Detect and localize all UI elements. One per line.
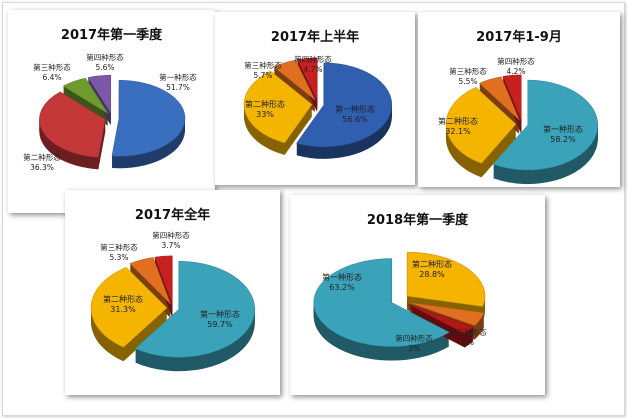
slice-value-label: 5.3% — [109, 253, 128, 262]
slice-category-label: 第三种形态 — [449, 66, 487, 76]
chart-title: 2017年全年 — [134, 208, 211, 223]
slice-value-label: 32.1% — [445, 127, 471, 136]
pie-slice-3 — [478, 76, 520, 121]
slice-category-label: 第四种形态 — [152, 230, 190, 240]
slice-category-label: 第三种形态 — [33, 62, 71, 72]
slice-category-label: 第二种形态 — [103, 294, 143, 304]
chart-title: 2017年第一季度 — [60, 28, 163, 43]
slice-value-label: 5% — [462, 338, 474, 347]
pie-chart-panel: 第一种形态 56.6% 第二种形态 33% 第三种形态 5.7% 第四种形态 4.7% 2017… — [215, 12, 415, 185]
pie-slice-4 — [296, 57, 318, 100]
slice-value-label: 28.8% — [419, 270, 445, 279]
pie-slice-2 — [90, 267, 168, 348]
slice-category-label: 第二种形态 — [438, 116, 478, 126]
chart-title: 2017年上半年 — [270, 30, 360, 45]
slice-value-label: 3% — [408, 344, 420, 353]
pie-slice-2 — [406, 251, 486, 307]
slice-category-label: 第三种形态 — [244, 60, 282, 70]
slice-category-label: 第四种形态 — [395, 333, 433, 343]
chart-title: 2018年第一季度 — [366, 213, 469, 228]
slice-category-label: 第四种形态 — [86, 52, 124, 62]
chart-title: 2017年1-9月 — [476, 30, 562, 45]
pie-slice-1 — [313, 258, 450, 347]
pie-slice-4 — [502, 74, 522, 120]
slice-category-label: 第一种形态 — [322, 272, 362, 282]
slice-value-label: 59.7% — [207, 320, 233, 329]
pie-slice-1 — [492, 79, 599, 171]
pie-chart-panel: 第一种形态 51.7% 第二种形态 36.3% 第三种形态 6.4% 第四种形态 5.6% 20… — [8, 10, 215, 213]
slice-value-label: 33% — [256, 110, 274, 119]
slice-value-label: 36.3% — [30, 163, 54, 172]
slice-category-label: 第一种形态 — [335, 104, 375, 114]
pie-slice-2 — [445, 87, 517, 164]
slice-category-label: 第二种形态 — [23, 152, 61, 162]
pie-slice-3 — [62, 77, 109, 115]
pie-slice-1 — [296, 62, 393, 148]
slice-category-label: 第三种形态 — [100, 242, 138, 252]
slice-value-label: 31.3% — [110, 305, 136, 314]
slice-category-label: 第二种形态 — [245, 99, 285, 109]
slice-category-label: 第一种形态 — [159, 72, 197, 82]
pie-chart-panel: 第一种形态 58.2% 第二种形态 32.1% 第三种形态 5.5% 第四种形态 4.2% 20… — [418, 12, 620, 187]
slice-value-label: 5.7% — [253, 71, 272, 80]
pie-chart-panel: 第一种形态 63.2% 第二种形态 28.8% 第三种形态 5% 第四种形态 3% 2018年第… — [290, 195, 545, 395]
pie-slice-2 — [243, 70, 313, 144]
slice-value-label: 3.7% — [161, 241, 180, 250]
slice-value-label: 51.7% — [166, 83, 190, 92]
slice-value-label: 5.5% — [458, 77, 477, 86]
slice-category-label: 第二种形态 — [412, 259, 452, 269]
pie-slice-1 — [134, 261, 255, 358]
slice-value-label: 56.6% — [342, 115, 368, 124]
pie-slice-4 — [407, 303, 475, 334]
slice-value-label: 4.2% — [506, 67, 525, 76]
pie-slice-3 — [273, 59, 316, 101]
slice-value-label: 58.2% — [550, 135, 576, 144]
slice-value-label: 63.2% — [329, 283, 355, 292]
slice-category-label: 第四种形态 — [294, 54, 332, 64]
slice-category-label: 第一种形态 — [200, 309, 240, 319]
pie-chart-panel: 第一种形态 59.7% 第二种形态 31.3% 第三种形态 5.3% 第四种形态 3.7% 20… — [65, 190, 280, 395]
pie-slice-3 — [408, 302, 485, 326]
pie-slice-3 — [129, 257, 171, 305]
slice-value-label: 5.6% — [95, 63, 114, 72]
slice-value-label: 4.7% — [303, 65, 322, 74]
pie-slice-4 — [87, 74, 112, 115]
pie-slice-2 — [39, 91, 106, 158]
slice-category-label: 第三种形态 — [449, 327, 487, 337]
slice-category-label: 第四种形态 — [497, 56, 535, 66]
pie-slice-1 — [111, 80, 186, 157]
slice-category-label: 第一种形态 — [543, 124, 583, 134]
slice-value-label: 6.4% — [42, 73, 61, 82]
pie-slice-4 — [154, 255, 173, 304]
